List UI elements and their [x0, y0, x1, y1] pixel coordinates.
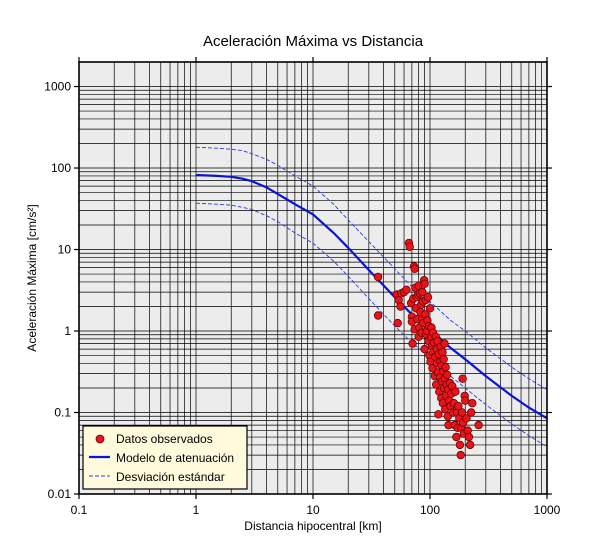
- data-point: [418, 287, 427, 297]
- y-tick-label: 0.01: [48, 487, 72, 501]
- data-point: [454, 401, 463, 411]
- data-point: [434, 410, 443, 419]
- data-point: [462, 414, 471, 423]
- data-point: [438, 348, 447, 357]
- x-tick-label: 100: [420, 503, 440, 517]
- data-point: [457, 408, 467, 417]
- x-tick-label: 1000: [534, 503, 561, 517]
- data-point: [465, 440, 475, 450]
- legend: Datos observados Modelo de atenuación Desv…: [82, 425, 248, 490]
- data-point: [468, 399, 477, 408]
- data-point: [474, 420, 483, 430]
- y-tick-label: 1: [64, 324, 71, 338]
- data-point: [439, 355, 448, 364]
- data-point: [423, 293, 433, 302]
- deviation-line: [195, 146, 548, 391]
- data-point: [402, 285, 411, 294]
- legend-box: [82, 425, 248, 490]
- data-point: [452, 432, 461, 442]
- data-point: [440, 339, 449, 348]
- data-point: [373, 272, 383, 282]
- y-tick-label: 1000: [44, 80, 71, 94]
- data-point: [420, 279, 429, 288]
- y-tick-label: 0.1: [54, 406, 71, 420]
- data-point: [451, 387, 460, 396]
- data-point: [408, 339, 417, 348]
- data-point: [373, 311, 383, 320]
- data-point: [393, 318, 402, 328]
- x-tick-label: 10: [306, 503, 320, 517]
- grid: [79, 62, 547, 494]
- legend-label: Datos observados: [116, 432, 213, 446]
- legend-label: Modelo de atenuación: [116, 451, 234, 465]
- legend-label: Desviación estándar: [116, 470, 225, 484]
- data-point: [461, 396, 470, 405]
- data-point: [410, 264, 419, 273]
- x-tick-label: 1: [193, 503, 200, 517]
- data-point: [458, 374, 467, 383]
- data-point: [467, 408, 476, 417]
- data-point: [420, 344, 429, 354]
- data-point: [441, 363, 450, 372]
- data-point: [456, 450, 465, 460]
- data-point: [396, 302, 405, 311]
- tick-labels: 0.1 1 10 100 1000 0.01 0.1 1 10 100 1000: [44, 80, 560, 517]
- legend-marker-points: [95, 434, 105, 444]
- data-point: [405, 242, 414, 251]
- chart-title: Aceleración Máxima vs Distancia: [203, 33, 424, 50]
- x-axis-label: Distancia hipocentral [km]: [244, 519, 381, 533]
- series: [195, 146, 548, 460]
- data-point: [425, 304, 435, 313]
- deviation-line: [195, 202, 548, 448]
- data-point: [455, 440, 465, 450]
- model-line: [195, 173, 548, 420]
- y-axis-label: Aceleración Máxima [cm/s²]: [25, 204, 39, 351]
- y-tick-label: 100: [51, 161, 71, 175]
- data-point: [442, 370, 452, 379]
- y-tick-label: 10: [58, 243, 72, 257]
- plot-frame: [74, 57, 552, 499]
- x-tick-label: 0.1: [71, 503, 88, 517]
- data-point: [464, 432, 474, 442]
